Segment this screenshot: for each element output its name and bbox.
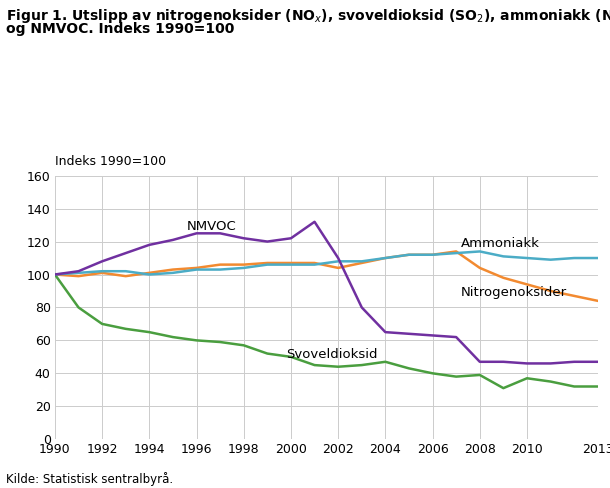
Text: NMVOC: NMVOC <box>187 220 237 233</box>
Text: Indeks 1990=100: Indeks 1990=100 <box>55 155 166 168</box>
Text: Ammoniakk: Ammoniakk <box>461 237 540 249</box>
Text: og NMVOC. Indeks 1990=100: og NMVOC. Indeks 1990=100 <box>6 22 234 36</box>
Text: Figur 1. Utslipp av nitrogenoksider (NO$_x$), svoveldioksid (SO$_2$), ammoniakk : Figur 1. Utslipp av nitrogenoksider (NO$… <box>6 7 610 25</box>
Text: Svoveldioksid: Svoveldioksid <box>286 348 378 362</box>
Text: Nitrogenoksider: Nitrogenoksider <box>461 286 567 299</box>
Text: Kilde: Statistisk sentralbyrå.: Kilde: Statistisk sentralbyrå. <box>6 471 173 486</box>
